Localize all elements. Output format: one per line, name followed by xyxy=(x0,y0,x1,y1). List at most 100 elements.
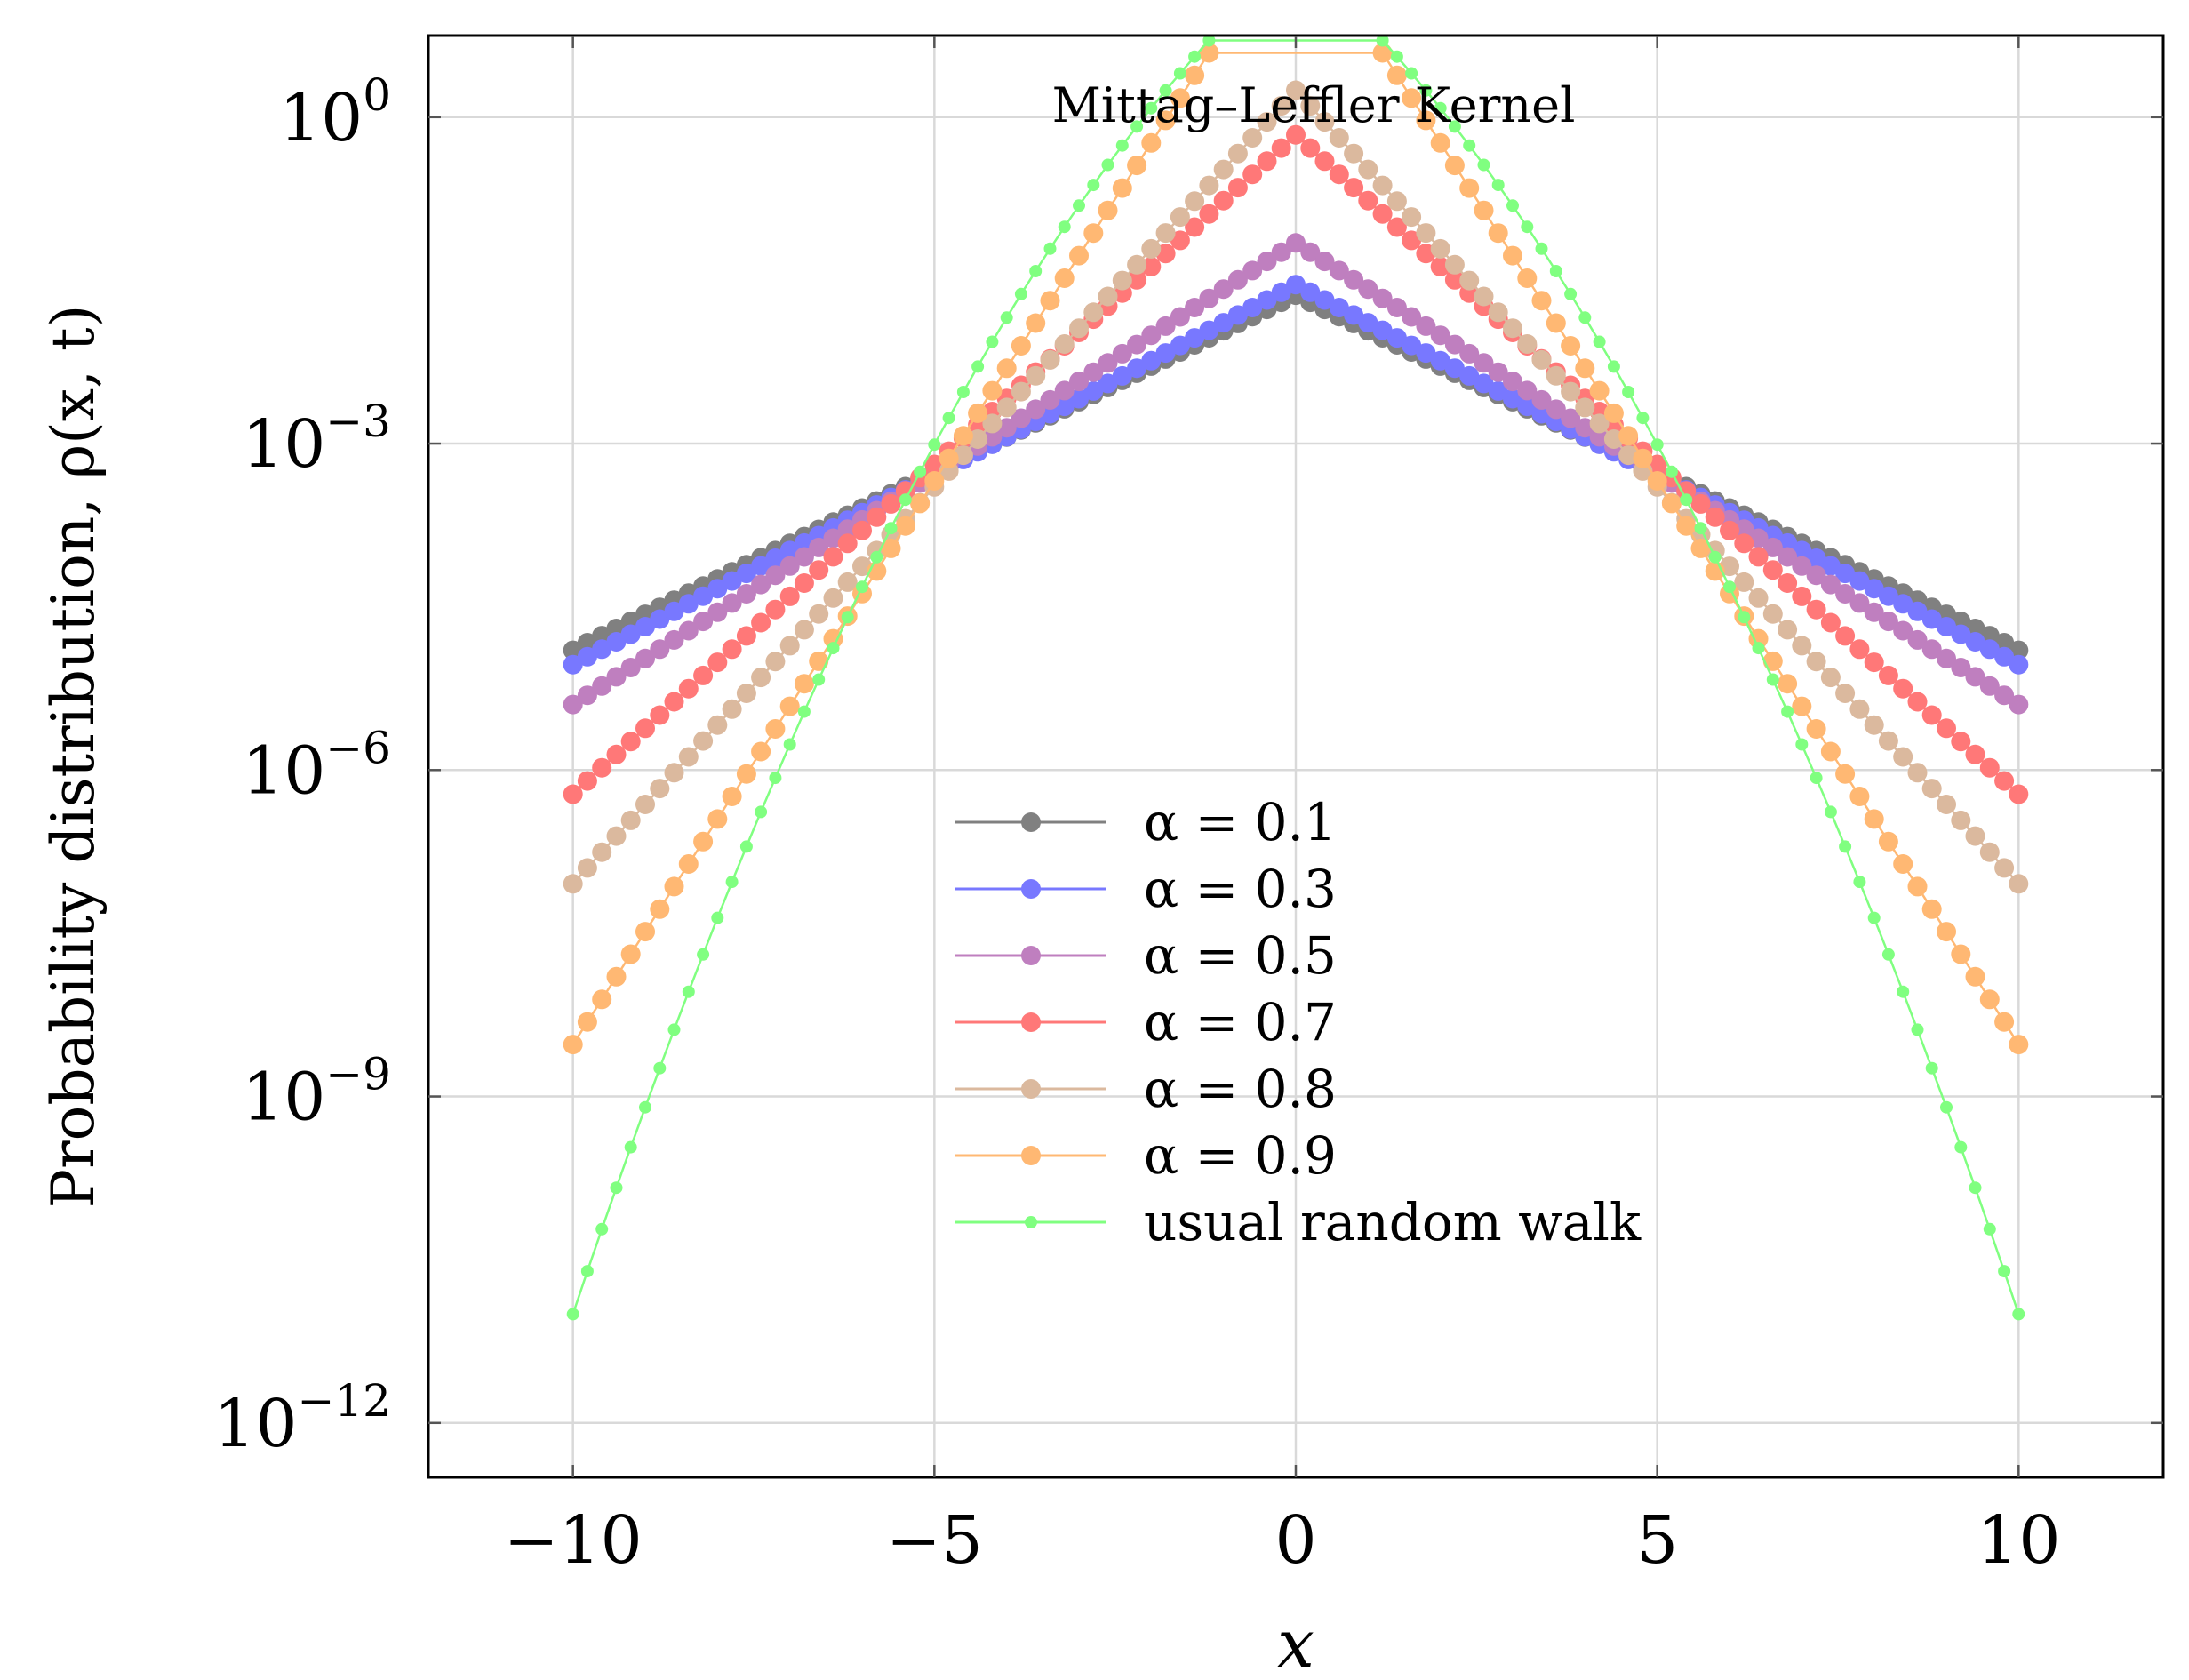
data-point xyxy=(1893,747,1913,767)
data-point xyxy=(580,1265,594,1278)
data-point xyxy=(1300,242,1321,262)
data-point xyxy=(1636,412,1650,425)
data-point xyxy=(1372,175,1393,196)
data-point xyxy=(1416,343,1436,364)
data-point xyxy=(1271,242,1291,262)
data-point xyxy=(697,948,710,961)
data-point xyxy=(1112,270,1132,291)
data-point xyxy=(736,584,756,604)
data-point xyxy=(650,609,670,629)
data-point xyxy=(650,899,670,919)
data-point xyxy=(1040,389,1060,410)
data-point xyxy=(1778,547,1798,567)
data-point xyxy=(1459,178,1480,198)
data-point xyxy=(1820,612,1841,633)
data-point xyxy=(577,685,597,706)
x-axis-title: x xyxy=(1277,1606,1314,1680)
data-point xyxy=(1416,110,1436,131)
y-tick-label-exponent: −3 xyxy=(325,396,391,447)
data-point xyxy=(1593,335,1606,348)
data-point xyxy=(1503,388,1522,409)
data-point xyxy=(1734,572,1754,592)
data-point xyxy=(1983,1222,1996,1236)
data-point xyxy=(1372,320,1393,340)
data-point xyxy=(693,731,714,751)
data-point xyxy=(650,779,670,799)
data-point xyxy=(1921,705,1942,725)
data-point xyxy=(1907,692,1928,712)
legend-marker xyxy=(1021,879,1041,899)
data-point xyxy=(1969,1181,1982,1195)
data-point xyxy=(1680,493,1693,507)
data-point xyxy=(1463,139,1476,152)
y-tick-label-exponent: −12 xyxy=(297,1375,391,1427)
data-point xyxy=(1344,178,1364,198)
data-point xyxy=(2009,654,2029,675)
data-point xyxy=(563,694,583,715)
data-point xyxy=(1907,763,1928,783)
data-point xyxy=(1083,362,1104,382)
data-point xyxy=(1792,636,1812,656)
data-point xyxy=(678,594,699,614)
data-point xyxy=(1849,639,1870,660)
data-point xyxy=(1185,65,1205,85)
data-point xyxy=(1130,120,1144,133)
data-point xyxy=(1835,684,1856,703)
data-point xyxy=(1951,810,1971,830)
data-point xyxy=(566,1308,579,1321)
data-point xyxy=(1839,840,1852,853)
data-point xyxy=(953,426,973,446)
data-point xyxy=(1430,325,1450,346)
data-point xyxy=(606,667,627,687)
data-point xyxy=(1778,674,1798,694)
data-point xyxy=(1170,88,1190,108)
data-point xyxy=(1115,139,1129,152)
data-point xyxy=(722,593,742,613)
y-tick-label: 100 xyxy=(279,69,391,156)
data-point xyxy=(563,654,583,675)
data-point xyxy=(1054,380,1075,401)
data-point xyxy=(841,611,854,624)
data-point xyxy=(1994,858,2015,878)
data-point xyxy=(1141,257,1162,276)
legend-label: α = 0.1 xyxy=(1144,792,1337,852)
data-point xyxy=(1199,288,1219,308)
data-point xyxy=(1141,238,1162,259)
data-point xyxy=(592,757,612,778)
data-point xyxy=(1835,764,1856,784)
y-tick-label-exponent: −9 xyxy=(325,1049,391,1100)
data-point xyxy=(968,403,988,423)
data-point xyxy=(1390,50,1403,63)
data-point xyxy=(1127,156,1147,176)
data-point xyxy=(1893,594,1913,614)
data-point xyxy=(1506,199,1519,212)
legend-entry: α = 0.8 xyxy=(955,1059,1337,1119)
data-point xyxy=(1503,372,1522,392)
data-point xyxy=(664,876,684,897)
data-point xyxy=(707,602,728,622)
data-point xyxy=(914,465,927,478)
legend-marker xyxy=(1021,1079,1041,1099)
legend-label: α = 0.9 xyxy=(1144,1125,1337,1186)
data-point xyxy=(765,719,786,739)
data-point xyxy=(751,574,771,595)
data-point xyxy=(1257,290,1277,310)
data-point xyxy=(606,744,627,764)
data-point xyxy=(1286,275,1306,295)
data-point xyxy=(1329,164,1349,185)
data-point xyxy=(852,520,872,540)
data-point xyxy=(1647,471,1667,491)
data-point xyxy=(1965,667,1985,687)
data-point xyxy=(620,732,641,752)
data-point xyxy=(1878,665,1898,685)
data-point xyxy=(982,380,1003,401)
data-point xyxy=(1521,220,1534,234)
data-point xyxy=(1314,290,1335,310)
data-point xyxy=(1951,658,1971,677)
data-point xyxy=(722,639,742,660)
data-point xyxy=(1849,699,1870,719)
data-point xyxy=(1734,519,1754,540)
legend-marker xyxy=(1021,1146,1041,1165)
data-point xyxy=(1820,668,1841,688)
